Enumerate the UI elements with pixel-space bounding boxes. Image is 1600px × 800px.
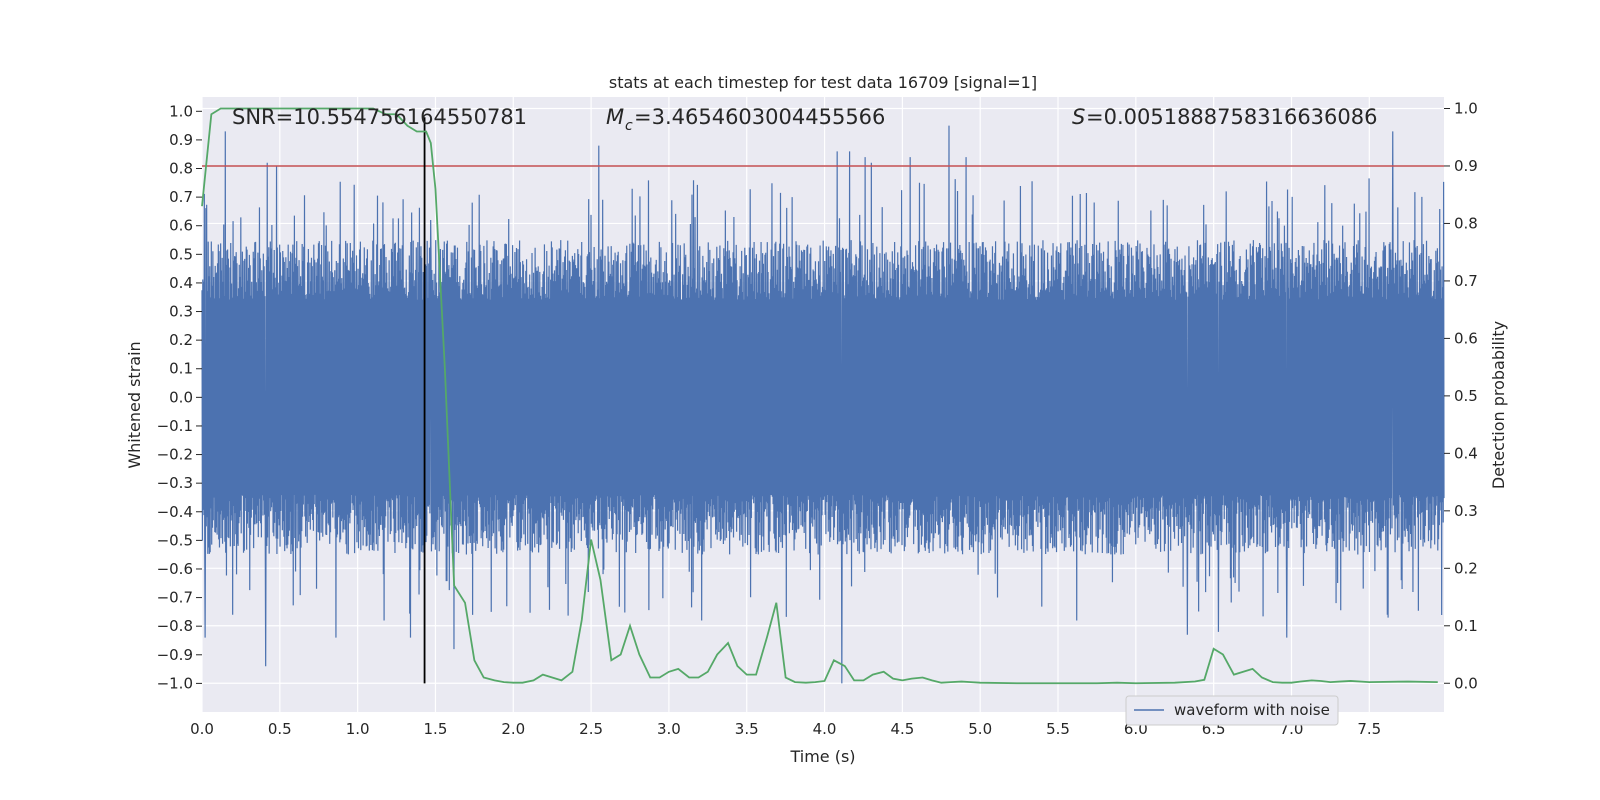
right-tick-label: 0.3 <box>1454 502 1478 520</box>
x-tick-label: 2.0 <box>501 720 525 738</box>
right-tick-label: 0.4 <box>1454 444 1478 462</box>
left-tick-label: 0.3 <box>169 303 193 321</box>
x-axis-label: Time (s) <box>789 747 855 766</box>
left-tick-label: 0.0 <box>169 388 193 406</box>
left-tick-label: −0.2 <box>157 446 193 464</box>
left-tick-label: −0.4 <box>157 503 193 521</box>
chirp-mass-subscript: c <box>625 118 633 134</box>
legend-label: waveform with noise <box>1174 701 1330 719</box>
x-tick-label: 7.5 <box>1357 720 1381 738</box>
left-tick-label: 0.4 <box>169 274 193 292</box>
right-tick-label: 0.6 <box>1454 329 1478 347</box>
right-tick-label: 0.8 <box>1454 214 1478 232</box>
left-tick-label: −0.9 <box>157 646 193 664</box>
right-tick-label: 0.9 <box>1454 157 1478 175</box>
x-tick-label: 1.0 <box>346 720 370 738</box>
x-tick-label: 4.0 <box>813 720 837 738</box>
detection-probability-line <box>201 107 1438 685</box>
chirp-mass-value: =3.4654603004455566 <box>634 105 885 129</box>
left-axis-ticks: 1.0 0.9 0.8 0.7 0.6 0.5 0.4 0.3 0.2 0.1 0.0 −0.1 −0.… <box>157 102 202 692</box>
left-tick-label: 0.1 <box>169 360 193 378</box>
x-axis-ticks: 0.0 0.5 1.0 1.5 2.0 2.5 3.0 3.5 4.0 4.5 5.0 5.5 6.0 6… <box>190 720 1381 738</box>
left-tick-label: 0.6 <box>169 217 193 235</box>
x-tick-label: 0.0 <box>190 720 214 738</box>
x-tick-label: 5.0 <box>968 720 992 738</box>
right-tick-label: 0.5 <box>1454 387 1478 405</box>
left-tick-label: 1.0 <box>169 102 193 120</box>
x-tick-label: 1.5 <box>424 720 448 738</box>
right-tick-label: 1.0 <box>1454 99 1478 117</box>
left-tick-label: −0.7 <box>157 589 193 607</box>
x-tick-label: 0.5 <box>268 720 292 738</box>
left-tick-label: −0.8 <box>157 617 193 635</box>
right-tick-label: 0.2 <box>1454 559 1478 577</box>
left-tick-label: 0.2 <box>169 331 193 349</box>
chirp-mass-annotation: M c =3.4654603004455566 <box>606 105 885 134</box>
left-tick-label: −0.3 <box>157 474 193 492</box>
right-tick-label: 0.0 <box>1454 674 1478 692</box>
snr-annotation: SNR=10.554756164550781 <box>232 105 527 129</box>
right-axis-ticks: 1.0 0.9 0.8 0.7 0.6 0.5 0.4 0.3 0.2 0.1 0.0 <box>1444 99 1478 692</box>
s-symbol: S <box>1072 105 1085 129</box>
y-axis-right-label: Detection probability <box>1489 321 1508 489</box>
right-tick-label: 0.7 <box>1454 272 1478 290</box>
x-tick-label: 3.0 <box>657 720 681 738</box>
legend: waveform with noise <box>1125 695 1339 726</box>
x-tick-label: 3.5 <box>735 720 759 738</box>
s-value: =0.0051888758316636086 <box>1086 105 1378 129</box>
chirp-mass-symbol: M <box>606 105 624 129</box>
x-tick-label: 5.5 <box>1046 720 1070 738</box>
legend-box <box>1125 695 1339 726</box>
x-tick-label: 2.5 <box>579 720 603 738</box>
left-tick-label: 0.5 <box>169 245 193 263</box>
y-axis-left-label: Whitened strain <box>125 341 144 468</box>
left-tick-label: −0.5 <box>157 531 193 549</box>
x-tick-label: 4.5 <box>890 720 914 738</box>
waveform-series <box>201 125 1445 684</box>
chart-title: stats at each timestep for test data 167… <box>609 73 1037 92</box>
s-annotation: S =0.0051888758316636086 <box>1072 105 1378 129</box>
waveform-trace <box>201 125 1445 684</box>
left-tick-label: 0.9 <box>169 131 193 149</box>
left-tick-label: −0.1 <box>157 417 193 435</box>
left-tick-label: −0.6 <box>157 560 193 578</box>
left-tick-label: 0.7 <box>169 188 193 206</box>
right-tick-label: 0.1 <box>1454 617 1478 635</box>
left-tick-label: 0.8 <box>169 160 193 178</box>
left-tick-label: −1.0 <box>157 674 193 692</box>
